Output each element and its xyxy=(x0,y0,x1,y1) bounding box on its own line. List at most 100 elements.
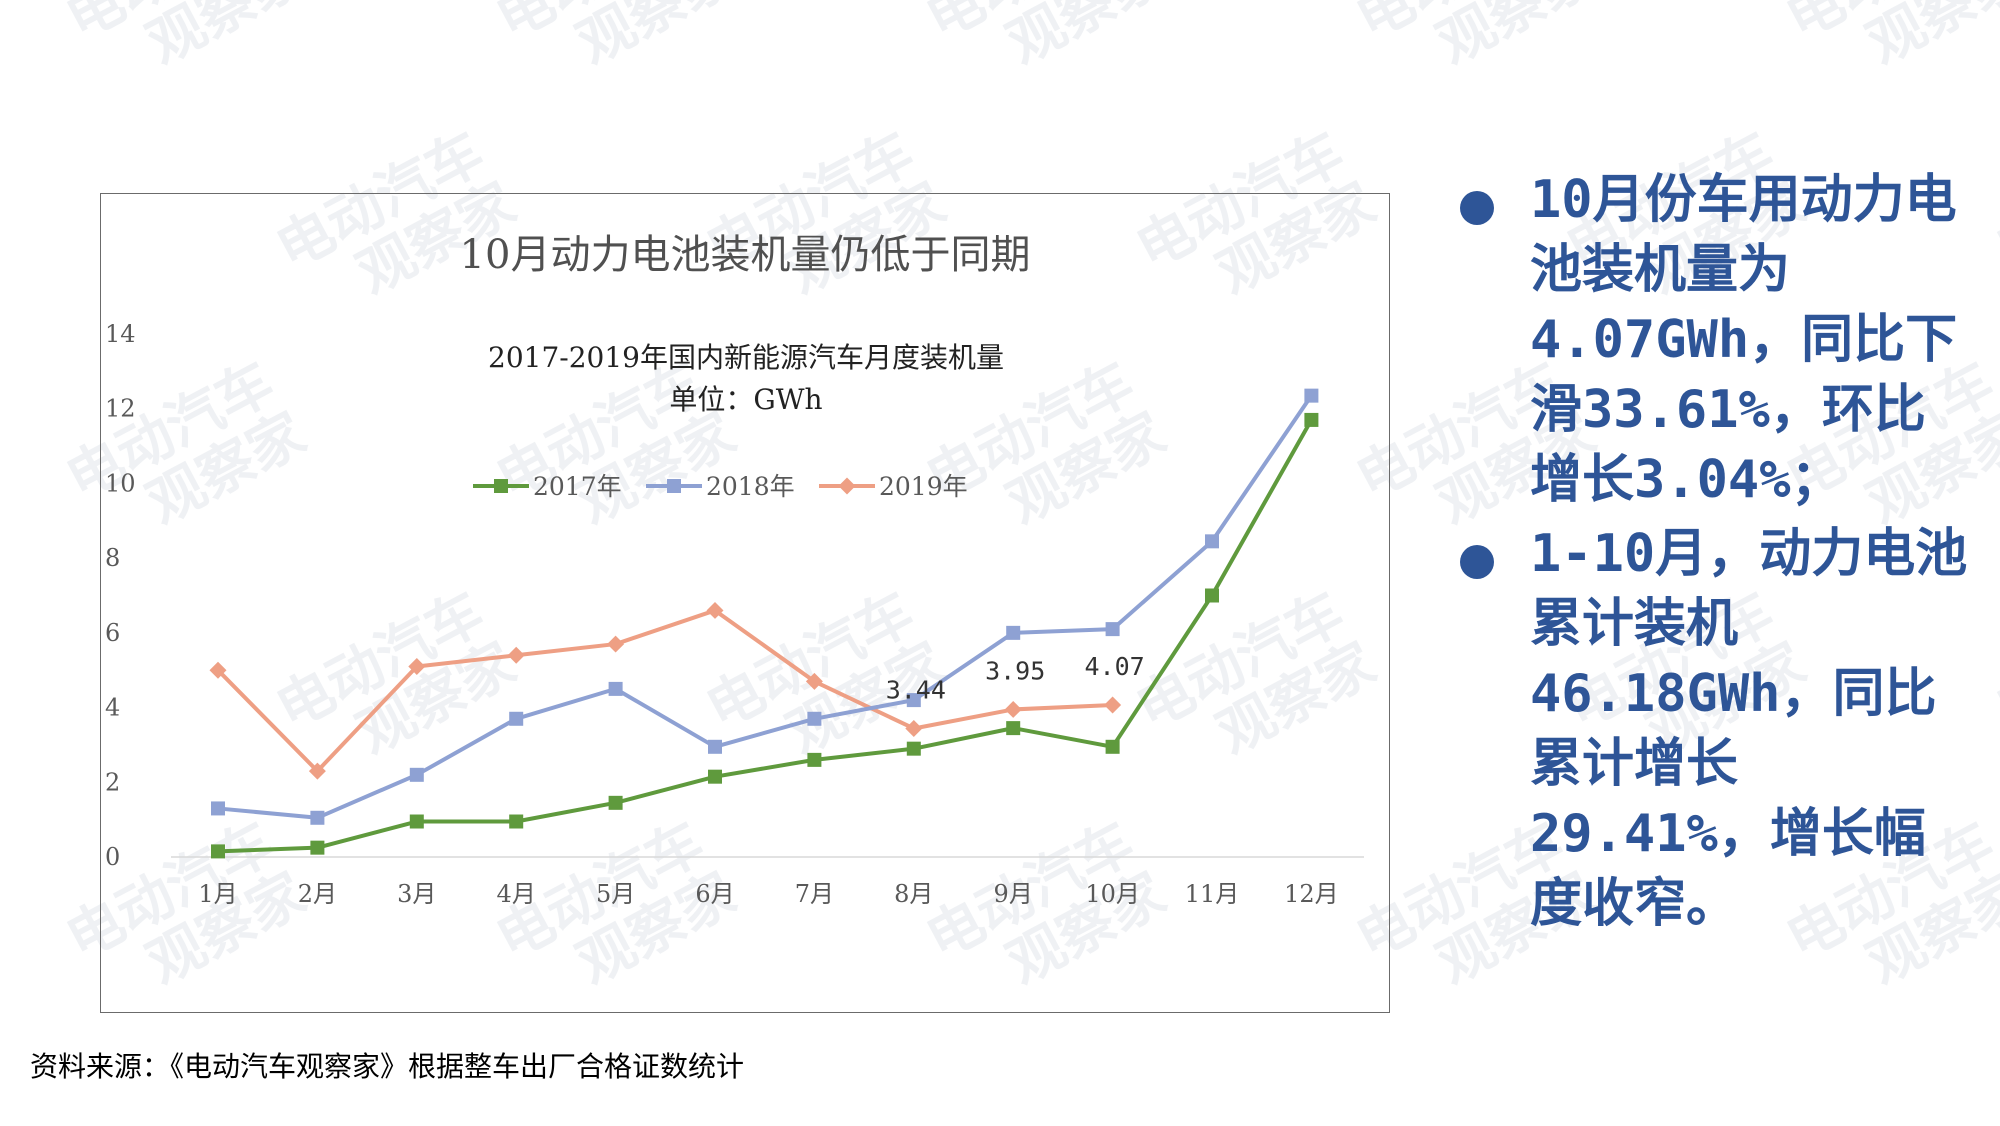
data-point xyxy=(1104,696,1122,714)
legend-item: 2018年 xyxy=(646,472,795,501)
chart-subtitle-unit: 单位：GWh xyxy=(669,383,822,416)
x-tick-label: 10月 xyxy=(1085,880,1140,908)
note-item: 1-10月，动力电池累计装机46.18GWh，同比累计增长29.41%，增长幅度… xyxy=(1460,519,1980,939)
data-label: 3.44 xyxy=(886,675,946,704)
data-point xyxy=(1105,739,1120,754)
data-point xyxy=(1205,534,1219,549)
source-note: 资料来源：《电动汽车观察家》根据整车出厂合格证数统计 xyxy=(30,1050,745,1083)
legend-label: 2019年 xyxy=(879,472,968,501)
x-tick-label: 4月 xyxy=(497,880,536,908)
watermark-text: 电动汽车 xyxy=(1346,0,1574,52)
data-point xyxy=(310,810,325,825)
x-tick-label: 8月 xyxy=(894,880,933,908)
watermark-text: 观察家 xyxy=(1427,0,1606,77)
x-tick-label: 7月 xyxy=(795,880,834,908)
watermark-text: 观察家 xyxy=(137,0,316,77)
data-point xyxy=(807,752,822,767)
series-line-2019年 xyxy=(216,608,1113,774)
data-label: 4.07 xyxy=(1084,652,1144,681)
legend-marker xyxy=(838,477,856,495)
watermark-text: 电动汽车 xyxy=(486,0,714,52)
note-item: 10月份车用动力电池装机量为4.07GWh，同比下滑33.61%，环比增长3.0… xyxy=(1460,165,1980,515)
watermark-text: 电动汽车 xyxy=(916,0,1144,52)
y-tick-label: 12 xyxy=(105,395,136,423)
watermark-text: 电动汽车 xyxy=(56,0,284,52)
chart-panel: 10月动力电池装机量仍低于同期 2017-2019年国内新能源汽车月度装机量 单位… xyxy=(100,193,1390,1013)
data-point xyxy=(1304,388,1319,403)
data-point xyxy=(1006,625,1021,640)
y-tick-label: 8 xyxy=(105,544,120,572)
data-point xyxy=(1304,412,1319,427)
x-tick-label: 6月 xyxy=(695,880,734,908)
data-point xyxy=(608,681,623,696)
x-tick-label: 12月 xyxy=(1284,880,1339,908)
data-point xyxy=(608,795,623,810)
bullet-dot-icon xyxy=(1460,191,1494,225)
data-point xyxy=(209,661,227,679)
y-tick-label: 0 xyxy=(105,843,120,871)
y-tick-label: 6 xyxy=(105,619,120,647)
watermark: 电动汽车观察家 xyxy=(486,0,746,77)
legend-item: 2017年 xyxy=(473,472,622,501)
data-point xyxy=(211,801,225,816)
data-point xyxy=(408,657,426,675)
data-point xyxy=(906,693,921,708)
y-tick-label: 14 xyxy=(105,320,136,348)
watermark: 电动汽车观察家 xyxy=(1986,580,2000,743)
data-point xyxy=(905,720,923,737)
data-point xyxy=(906,741,921,756)
watermark-text: 观察家 xyxy=(567,0,746,77)
data-point xyxy=(211,844,225,859)
watermark: 电动汽车观察家 xyxy=(1346,0,1606,77)
data-point xyxy=(708,769,722,784)
x-tick-label: 1月 xyxy=(198,880,237,908)
watermark-text: 电动汽车 xyxy=(1776,0,2000,52)
watermark: 电动汽车观察家 xyxy=(1986,120,2000,283)
x-tick-label: 11月 xyxy=(1185,880,1240,908)
data-point xyxy=(706,601,724,619)
x-tick-label: 3月 xyxy=(397,880,436,908)
watermark: 电动汽车观察家 xyxy=(916,0,1176,77)
data-point xyxy=(308,762,326,780)
y-tick-label: 2 xyxy=(105,768,120,796)
note-text: 10月份车用动力电池装机量为4.07GWh，同比下滑33.61%，环比增长3.0… xyxy=(1530,170,1958,510)
legend-marker xyxy=(494,479,508,493)
watermark-text: 电动汽车 xyxy=(1986,580,2000,743)
legend-marker xyxy=(667,479,681,493)
data-point xyxy=(310,840,325,855)
data-point xyxy=(708,739,722,754)
data-point xyxy=(409,814,424,829)
legend-label: 2017年 xyxy=(533,472,622,501)
note-text: 1-10月，动力电池累计装机46.18GWh，同比累计增长29.41%，增长幅度… xyxy=(1530,524,1968,934)
y-tick-label: 4 xyxy=(105,694,120,722)
data-point xyxy=(509,711,524,726)
data-point xyxy=(607,635,625,653)
data-point xyxy=(507,646,525,664)
watermark: 电动汽车观察家 xyxy=(56,0,316,77)
chart-subtitle: 2017-2019年国内新能源汽车月度装机量 xyxy=(488,341,1004,374)
data-point xyxy=(807,711,822,726)
legend-label: 2018年 xyxy=(706,472,795,501)
data-point xyxy=(1004,700,1022,718)
data-point xyxy=(509,814,524,829)
watermark: 电动汽车观察家 xyxy=(1776,0,2000,77)
bullet-dot-icon xyxy=(1460,545,1494,579)
x-tick-label: 2月 xyxy=(298,880,337,908)
series-line-2018年 xyxy=(217,394,1314,820)
y-tick-label: 10 xyxy=(105,469,136,497)
x-tick-label: 5月 xyxy=(596,880,635,908)
data-point xyxy=(805,672,823,690)
watermark-text: 观察家 xyxy=(997,0,1176,77)
chart-title: 10月动力电池装机量仍低于同期 xyxy=(459,232,1031,278)
x-tick-label: 9月 xyxy=(994,880,1033,908)
watermark-text: 观察家 xyxy=(1857,0,2000,77)
data-point xyxy=(1105,622,1120,637)
watermark-text: 电动汽车 xyxy=(1986,120,2000,283)
side-notes: 10月份车用动力电池装机量为4.07GWh，同比下滑33.61%，环比增长3.0… xyxy=(1460,165,1980,943)
data-point xyxy=(409,767,424,782)
data-point xyxy=(1205,588,1219,603)
data-point xyxy=(1006,721,1021,736)
legend-item: 2019年 xyxy=(819,472,968,501)
data-label: 3.95 xyxy=(985,656,1045,685)
